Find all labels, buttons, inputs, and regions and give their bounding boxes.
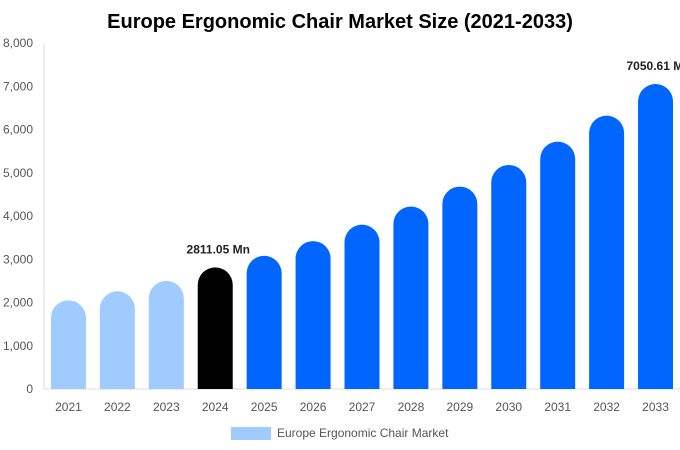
x-tick-label: 2021	[55, 400, 82, 414]
data-labels: 2811.05 Mn 7050.61 Mn	[187, 59, 680, 256]
y-tick-label: 4,000	[3, 209, 33, 223]
y-tick-label: 5,000	[3, 166, 33, 180]
legend-swatch	[231, 427, 271, 440]
bar-2032	[589, 115, 625, 389]
bars	[50, 84, 674, 389]
bar-2031	[540, 141, 576, 389]
bar-2023	[148, 280, 184, 389]
legend: Europe Ergonomic Chair Market	[231, 426, 449, 440]
x-tick-label: 2027	[349, 400, 376, 414]
bar-2025	[246, 255, 282, 389]
bar-2024	[197, 267, 233, 389]
y-tick-label: 3,000	[3, 252, 33, 266]
x-tick-label: 2024	[202, 400, 229, 414]
x-tick-label: 2031	[544, 400, 571, 414]
bar-2030	[491, 164, 527, 389]
y-tick-label: 7,000	[3, 79, 33, 93]
x-axis: 2021 2022 2023 2024 2025 2026 2027 2028 2029 2030…	[44, 388, 680, 414]
x-tick-label: 2025	[251, 400, 278, 414]
bar-2022	[99, 291, 135, 389]
chart-title: Europe Ergonomic Chair Market Size (2021…	[107, 11, 573, 33]
x-tick-label: 2032	[593, 400, 620, 414]
x-tick-label: 2033	[642, 400, 669, 414]
y-tick-label: 8,000	[3, 36, 33, 50]
x-tick-label: 2028	[398, 400, 425, 414]
bar-2021	[50, 300, 86, 389]
y-tick-label: 0	[26, 382, 33, 396]
x-tick-label: 2029	[446, 400, 473, 414]
data-label-2024: 2811.05 Mn	[187, 242, 250, 256]
bar-2027	[344, 224, 380, 389]
y-tick-label: 2,000	[3, 296, 33, 310]
bar-2029	[442, 186, 478, 389]
legend-label: Europe Ergonomic Chair Market	[277, 426, 449, 440]
x-tick-label: 2026	[300, 400, 327, 414]
bar-2026	[295, 241, 331, 389]
x-tick-label: 2030	[495, 400, 522, 414]
bar-2033	[638, 84, 674, 389]
x-tick-label: 2023	[153, 400, 180, 414]
y-axis: 0 1,000 2,000 3,000 4,000 5,000 6,000 7,000 8,00…	[3, 36, 45, 396]
x-tick-label: 2022	[104, 400, 131, 414]
y-tick-label: 1,000	[3, 339, 33, 353]
y-tick-label: 6,000	[3, 123, 33, 137]
data-label-2033: 7050.61 Mn	[627, 59, 680, 73]
bar-2028	[393, 206, 429, 389]
